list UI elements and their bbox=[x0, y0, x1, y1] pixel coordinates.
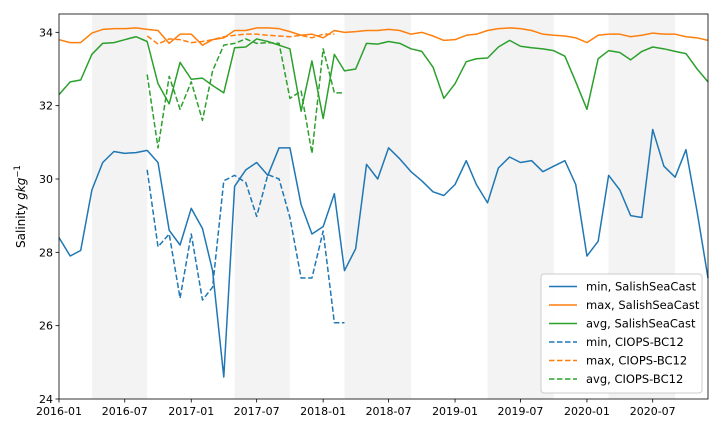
x-tick-label: 2017-07 bbox=[234, 405, 280, 418]
x-tick-label: 2019-07 bbox=[497, 405, 543, 418]
x-tick-label: 2018-07 bbox=[366, 405, 412, 418]
x-tick-label: 2016-01 bbox=[36, 405, 82, 418]
x-tick-label: 2018-01 bbox=[300, 405, 346, 418]
x-tick-label: 2020-07 bbox=[630, 405, 676, 418]
legend-label: avg, CIOPS-BC12 bbox=[586, 372, 683, 386]
y-tick-label: 34 bbox=[39, 26, 53, 39]
shaded-period-1 bbox=[91, 14, 148, 399]
legend-label: min, SalishSeaCast bbox=[586, 280, 697, 294]
x-tick-label: 2019-01 bbox=[432, 405, 478, 418]
series-line-5 bbox=[146, 33, 335, 45]
x-tick-label: 2016-07 bbox=[102, 405, 148, 418]
legend-label: max, SalishSeaCast bbox=[586, 298, 700, 312]
y-axis-label: Salinity gkg−1 bbox=[13, 165, 28, 248]
y-tick-label: 30 bbox=[39, 173, 53, 186]
series-line-3 bbox=[58, 35, 709, 120]
y-tick-label: 32 bbox=[39, 100, 53, 113]
legend: min, SalishSeaCast max, SalishSeaCast avg,… bbox=[540, 273, 703, 394]
legend-box bbox=[540, 273, 703, 394]
series-line-4 bbox=[146, 169, 345, 324]
x-tick-label: 2017-01 bbox=[168, 405, 214, 418]
series-line-1 bbox=[58, 128, 709, 378]
x-axis: 2016-01 2016-07 2017-01 2017-07 2018-01 2018-… bbox=[36, 399, 676, 418]
plot-frame bbox=[58, 13, 709, 400]
series-line-2 bbox=[58, 27, 709, 46]
legend-label: max, CIOPS-BC12 bbox=[586, 354, 687, 368]
legend-label: min, CIOPS-BC12 bbox=[586, 335, 684, 349]
x-tick-label: 2020-01 bbox=[564, 405, 610, 418]
y-axis: 24 26 28 30 32 34 bbox=[39, 26, 59, 406]
y-tick-label: 26 bbox=[39, 320, 53, 333]
y-tick-label: 24 bbox=[39, 393, 53, 406]
legend-label: avg, SalishSeaCast bbox=[586, 317, 696, 331]
shaded-period-2 bbox=[234, 14, 290, 399]
shaded-period-3 bbox=[344, 14, 411, 399]
series-lines bbox=[58, 27, 709, 378]
y-tick-label: 28 bbox=[39, 246, 53, 259]
series-line-6 bbox=[146, 38, 345, 155]
